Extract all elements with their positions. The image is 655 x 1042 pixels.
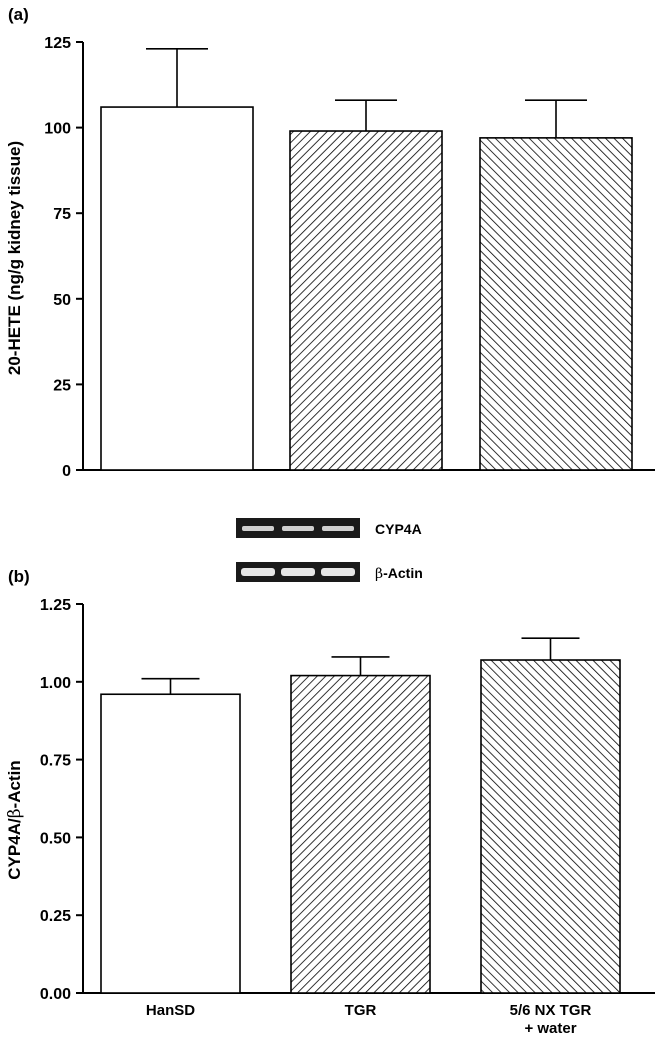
actin-text: -Actin bbox=[383, 565, 423, 581]
panel-b: (b) CYP4A/β-Actin 0.000.250.500.751.001.… bbox=[5, 567, 655, 1037]
panel-a-y-tick-label: 125 bbox=[44, 35, 71, 52]
beta-actin-band-3 bbox=[321, 568, 355, 576]
beta-symbol: β bbox=[375, 566, 383, 582]
panel-b-y-axis-title: CYP4A/β-Actin bbox=[5, 760, 25, 879]
panel-b-x-tick-label: HanSD bbox=[146, 1002, 195, 1019]
western-blot-inset: CYP4A β-Actin bbox=[236, 518, 423, 582]
panel-a-y-tick-label: 0 bbox=[62, 463, 71, 480]
panel-b-y-tick-label: 0.75 bbox=[40, 753, 71, 770]
panel-b-x-tick-label: TGR bbox=[345, 1002, 377, 1019]
panel-a-label: (a) bbox=[8, 5, 29, 24]
panel-b-x-tick-label: 5/6 NX TGR bbox=[510, 1002, 592, 1019]
panel-b-y-tick-label: 0.25 bbox=[40, 908, 71, 925]
beta-actin-blot-strip bbox=[236, 562, 360, 582]
panel-b-bar bbox=[101, 694, 240, 993]
panel-b-y-axis-title-beta: β bbox=[5, 808, 25, 818]
panel-a-bars bbox=[101, 49, 632, 470]
panel-b-bar bbox=[291, 676, 430, 993]
cyp4a-band-2 bbox=[282, 526, 314, 531]
panel-a-y-tick-label: 50 bbox=[53, 292, 71, 309]
beta-actin-band-1 bbox=[241, 568, 275, 576]
panel-a-y-tick-label: 75 bbox=[53, 206, 71, 223]
panel-b-y-tick-label: 1.00 bbox=[40, 675, 71, 692]
panel-b-bar bbox=[481, 660, 620, 993]
cyp4a-band-1 bbox=[242, 526, 274, 531]
panel-b-y-tick-label: 0.00 bbox=[40, 986, 71, 1003]
figure: (a) 20-HETE (ng/g kidney tissue) 0 25 50 75… bbox=[0, 0, 655, 1042]
panel-a-bar bbox=[290, 131, 442, 470]
panel-b-x-tick-label: + water bbox=[524, 1020, 576, 1037]
panel-b-y-tick-label: 1.25 bbox=[40, 597, 71, 614]
beta-actin-band-2 bbox=[281, 568, 315, 576]
panel-a-y-axis-title: 20-HETE (ng/g kidney tissue) bbox=[5, 141, 24, 375]
panel-a: (a) 20-HETE (ng/g kidney tissue) 0 25 50 75… bbox=[5, 5, 655, 480]
panel-b-x-tick-labels: HanSD TGR 5/6 NX TGR+ water bbox=[146, 1002, 592, 1037]
cyp4a-blot-label: CYP4A bbox=[375, 521, 422, 537]
panel-b-bars bbox=[101, 638, 620, 993]
panel-b-label: (b) bbox=[8, 567, 30, 586]
beta-actin-blot-label: β-Actin bbox=[375, 565, 423, 582]
panel-b-y-axis-title-suffix: -Actin bbox=[5, 760, 24, 808]
panel-a-bar bbox=[480, 138, 632, 470]
panel-a-y-tick-label: 25 bbox=[53, 377, 71, 394]
cyp4a-band-3 bbox=[322, 526, 354, 531]
panel-b-y-axis-title-prefix: CYP4A/ bbox=[5, 818, 24, 880]
cyp4a-blot-strip bbox=[236, 518, 360, 538]
panel-a-bar bbox=[101, 107, 253, 470]
panel-a-y-tick-label: 100 bbox=[44, 121, 71, 138]
panel-b-y-tick-label: 0.50 bbox=[40, 830, 71, 847]
